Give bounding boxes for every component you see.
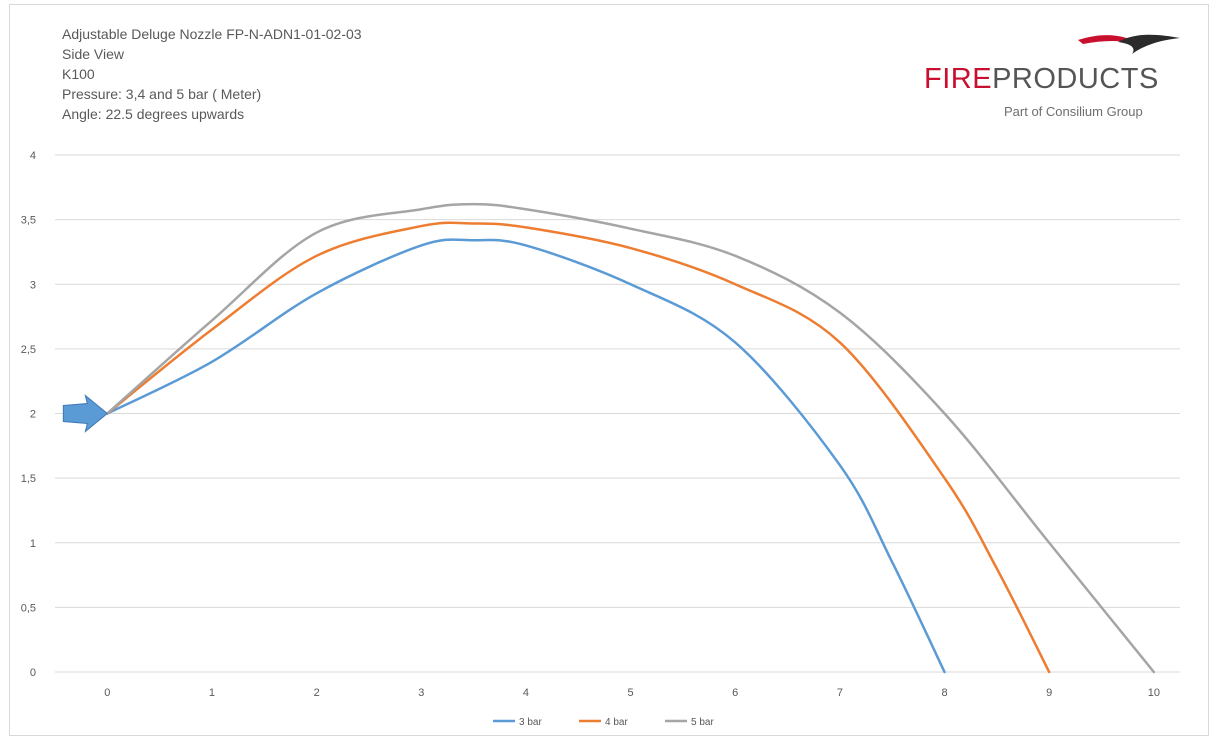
y-tick-label: 1 xyxy=(30,538,36,550)
x-tick-label: 2 xyxy=(314,687,320,699)
fireproducts-logo: FIREPRODUCTS Part of Consilium Group xyxy=(918,28,1188,128)
chart-title: Adjustable Deluge Nozzle FP-N-ADN1-01-02… xyxy=(62,26,362,42)
logo-wordmark: FIREPRODUCTS xyxy=(924,63,1159,96)
legend-label: 5 bar xyxy=(691,717,714,728)
y-tick-label: 2 xyxy=(30,409,36,421)
logo-fire: FIRE xyxy=(924,63,993,95)
series-line-4-bar xyxy=(106,221,1051,674)
logo-tagline: Part of Consilium Group xyxy=(1004,104,1143,119)
x-tick-label: 9 xyxy=(1046,687,1052,699)
y-tick-label: 2,5 xyxy=(21,344,36,356)
x-tick-label: 1 xyxy=(209,687,215,699)
y-tick-label: 3 xyxy=(30,279,36,291)
y-tick-label: 0 xyxy=(30,667,36,679)
y-tick-label: 0,5 xyxy=(21,602,36,614)
x-tick-label: 8 xyxy=(941,687,947,699)
chart-frame xyxy=(9,4,1209,736)
logo-products: PRODUCTS xyxy=(992,63,1159,95)
x-tick-label: 7 xyxy=(837,687,843,699)
subtitle-pressure: Pressure: 3,4 and 5 bar ( Meter) xyxy=(62,86,262,102)
x-tick-label: 4 xyxy=(523,687,529,699)
y-tick-label: 4 xyxy=(30,150,36,162)
x-tick-label: 5 xyxy=(628,687,634,699)
legend-label: 3 bar xyxy=(519,717,542,728)
y-tick-label: 3,5 xyxy=(21,215,36,227)
blue-arrow-icon xyxy=(62,394,109,433)
x-tick-label: 3 xyxy=(418,687,424,699)
logo-swoosh-icon xyxy=(1078,34,1180,54)
series-line-5-bar xyxy=(106,202,1156,674)
subtitle-kfactor: K100 xyxy=(62,66,95,82)
chart-title-block: Adjustable Deluge Nozzle FP-N-ADN1-01-02… xyxy=(62,24,362,124)
x-tick-label: 0 xyxy=(104,687,110,699)
x-tick-label: 6 xyxy=(732,687,738,699)
y-tick-label: 1,5 xyxy=(21,473,36,485)
series-line-3-bar xyxy=(106,238,946,674)
legend-label: 4 bar xyxy=(605,717,628,728)
subtitle-view: Side View xyxy=(62,46,125,62)
x-tick-label: 10 xyxy=(1148,687,1160,699)
subtitle-angle: Angle: 22.5 degrees upwards xyxy=(62,106,245,122)
